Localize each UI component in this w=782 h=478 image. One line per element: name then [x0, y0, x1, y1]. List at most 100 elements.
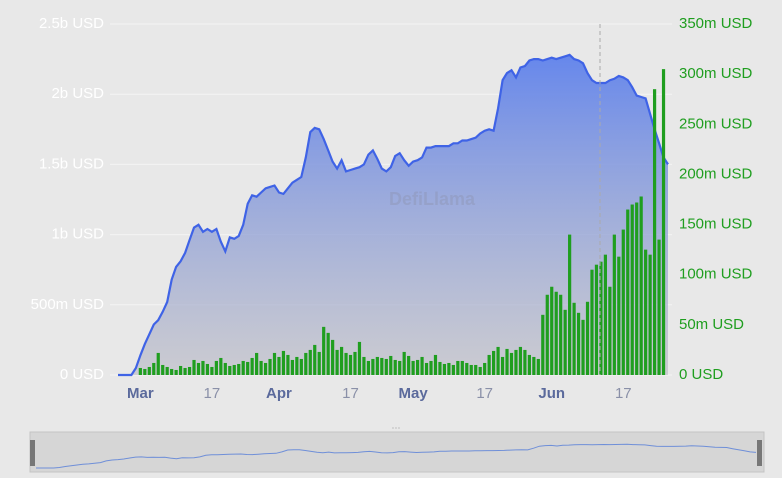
x-tick-label: Mar	[127, 385, 154, 402]
bar	[366, 360, 371, 375]
area-fill	[118, 54, 668, 376]
bar	[205, 363, 210, 375]
bar	[652, 89, 657, 375]
bar	[576, 312, 581, 375]
bar	[635, 202, 639, 375]
bar	[237, 363, 241, 375]
bar	[255, 352, 259, 375]
bar	[348, 354, 353, 375]
bar	[339, 346, 344, 375]
bar	[389, 355, 393, 375]
bar	[469, 364, 473, 375]
bar	[317, 351, 321, 375]
watermark: DefiLlama	[389, 189, 476, 209]
bar	[272, 352, 277, 375]
bar	[590, 269, 594, 375]
y-tick-label: 1.5b USD	[39, 155, 104, 172]
bar	[313, 344, 317, 375]
bar	[657, 239, 661, 375]
y-tick-label: 500m USD	[31, 296, 105, 313]
bar	[384, 358, 388, 375]
x-tick-label: 17	[342, 385, 359, 402]
y-tick-label: 0 USD	[60, 366, 104, 383]
bar	[523, 349, 527, 375]
bar	[500, 356, 505, 375]
bar	[331, 339, 335, 375]
bar	[509, 352, 514, 375]
bar	[438, 361, 442, 375]
bar	[241, 360, 245, 375]
bar	[483, 362, 487, 375]
y2-tick-label: 100m USD	[679, 266, 753, 283]
bar	[541, 314, 545, 375]
x-tick-label: 17	[615, 385, 632, 402]
bar	[322, 326, 326, 375]
bar	[478, 366, 482, 375]
bar	[639, 196, 643, 375]
bar	[375, 356, 379, 375]
bar	[250, 357, 254, 375]
bar	[228, 365, 232, 375]
bar	[147, 366, 151, 375]
bar	[295, 356, 299, 375]
bar	[474, 364, 478, 375]
bar	[170, 368, 174, 375]
bar	[183, 367, 187, 375]
bar	[187, 366, 192, 375]
bar	[299, 358, 303, 375]
bar	[424, 362, 429, 375]
y-tick-label: 2.5b USD	[39, 15, 104, 32]
bar	[545, 294, 549, 375]
slider-handle-left[interactable]	[30, 440, 35, 466]
bar	[617, 256, 621, 375]
bar	[138, 367, 142, 375]
bar	[308, 349, 312, 375]
bar	[290, 359, 294, 375]
slider-handle-right[interactable]	[757, 440, 762, 466]
bar	[527, 354, 531, 375]
bar	[326, 332, 330, 375]
bar	[554, 291, 558, 375]
bar	[362, 356, 366, 375]
x-tick-label: 17	[204, 385, 221, 402]
bar	[214, 360, 218, 375]
bar	[335, 349, 339, 375]
bar	[594, 264, 599, 375]
bar	[174, 369, 178, 375]
bar	[644, 249, 648, 375]
y2-tick-label: 50m USD	[679, 316, 744, 333]
bar	[179, 365, 183, 375]
bar	[281, 350, 286, 375]
bar	[451, 364, 455, 375]
bar	[268, 358, 272, 375]
bar	[192, 359, 196, 375]
bar	[398, 360, 402, 375]
bar	[568, 234, 572, 375]
bar	[411, 360, 415, 375]
bar	[259, 360, 263, 375]
bar	[572, 302, 576, 375]
y2-tick-label: 0 USD	[679, 366, 723, 383]
bar	[232, 364, 236, 375]
bar	[201, 360, 205, 375]
bar	[447, 362, 451, 375]
bar	[415, 359, 420, 375]
bar	[608, 286, 612, 375]
bar	[433, 354, 438, 375]
bar	[648, 254, 652, 375]
y2-tick-label: 300m USD	[679, 65, 753, 82]
minimap-line	[36, 443, 757, 469]
bar	[626, 209, 630, 375]
bar	[246, 361, 250, 375]
x-tick-label: Apr	[266, 385, 292, 402]
y2-tick-label: 250m USD	[679, 115, 753, 132]
x-tick-label: 17	[476, 385, 493, 402]
bar	[550, 286, 554, 375]
slider-grip[interactable]: ···	[392, 422, 401, 432]
bar	[219, 357, 223, 375]
bar	[585, 301, 590, 375]
bar	[536, 358, 540, 375]
bar	[559, 294, 563, 375]
bar	[156, 352, 160, 375]
